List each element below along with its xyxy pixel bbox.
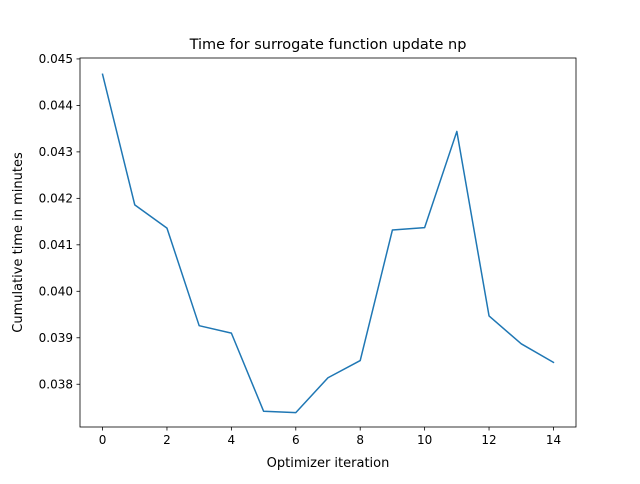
x-axis-label: Optimizer iteration: [267, 456, 390, 471]
x-tick-label: 2: [163, 433, 171, 447]
y-tick-label: 0.045: [39, 52, 73, 66]
y-tick-label: 0.040: [39, 285, 73, 299]
chart-title: Time for surrogate function update np: [189, 37, 467, 53]
y-tick-label: 0.044: [39, 99, 73, 113]
series-line-0: [101, 73, 555, 414]
x-tick-label: 6: [292, 433, 300, 447]
y-tick-label: 0.039: [39, 331, 73, 345]
series-layer: [101, 73, 555, 414]
x-tick-label: 8: [356, 433, 364, 447]
x-tick-label: 4: [228, 433, 236, 447]
x-tick-label: 14: [546, 433, 561, 447]
plot-frame: [79, 57, 577, 428]
y-axis-ticks: 0.038 0.039 0.040 0.041 0.042 0.043 0.044 0.045: [39, 52, 80, 392]
x-tick-label: 0: [99, 433, 107, 447]
y-axis-label: Cumulative time in minutes: [11, 152, 26, 333]
x-axis-ticks: 0 2 4 6 8 10 12 14: [99, 427, 561, 447]
y-tick-label: 0.042: [39, 192, 73, 206]
x-tick-label: 10: [417, 433, 432, 447]
y-tick-label: 0.043: [39, 145, 73, 159]
y-tick-label: 0.041: [39, 238, 73, 252]
y-tick-label: 0.038: [39, 378, 73, 392]
plot-area: [80, 58, 576, 427]
x-tick-label: 12: [481, 433, 496, 447]
